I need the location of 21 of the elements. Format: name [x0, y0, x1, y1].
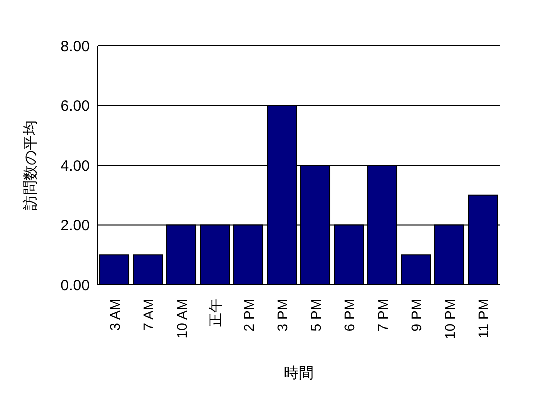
y-tick-label: 8.00	[60, 38, 90, 56]
bar	[133, 254, 164, 285]
y-tick-label: 0.00	[60, 277, 90, 294]
y-axis-title: 訪問数の平均	[22, 120, 40, 210]
x-tick-label: 10 PM	[442, 299, 458, 340]
x-tick-label: 9 PM	[408, 299, 424, 332]
x-tick-label: 6 PM	[341, 299, 358, 332]
x-axis-title: 時間	[284, 365, 314, 382]
x-tick-label: 3 AM	[106, 299, 123, 331]
x-tick-label: 7 AM	[140, 299, 156, 331]
y-tick-label: 2.00	[60, 218, 90, 235]
x-tick-label: 7 PM	[374, 299, 391, 332]
x-tick-label: 2 PM	[240, 299, 257, 332]
x-tick-label: 3 PM	[274, 299, 290, 332]
x-tick-label: 正午	[207, 299, 224, 327]
y-tick-label: 4.00	[60, 158, 90, 175]
x-tick-label: 5 PM	[308, 299, 324, 332]
bar	[401, 254, 432, 285]
x-tick-label: 11 PM	[475, 299, 492, 338]
y-tick-label: 6.00	[60, 98, 90, 116]
x-tick-label: 10 AM	[174, 299, 190, 339]
